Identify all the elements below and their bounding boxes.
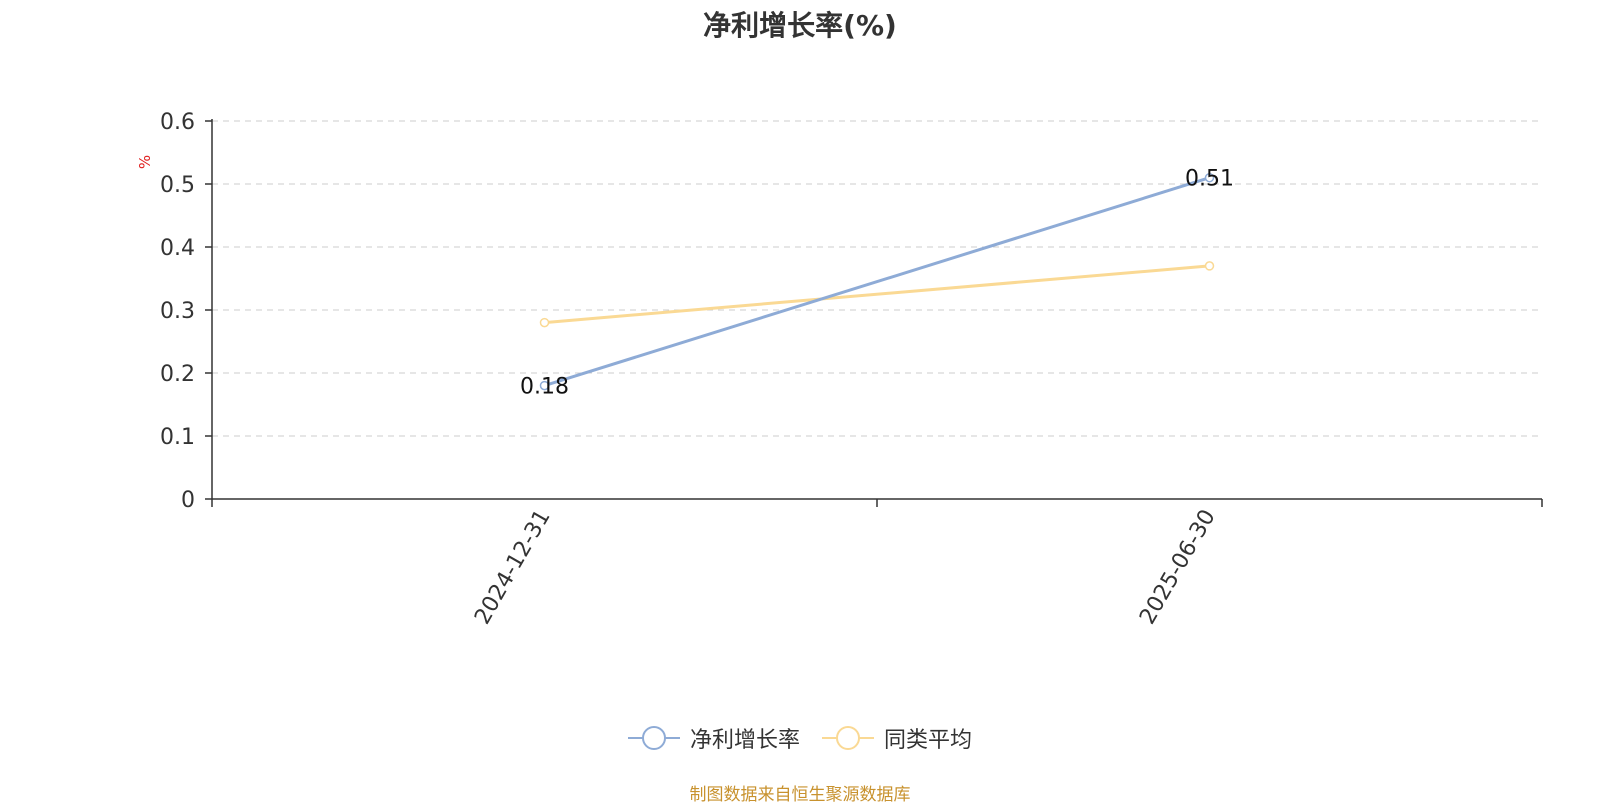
y-tick-label: 0	[181, 488, 195, 513]
data-label: 0.18	[520, 375, 569, 400]
legend: 净利增长率 同类平均	[0, 722, 1600, 754]
legend-label: 同类平均	[884, 728, 973, 753]
y-tick-label: 0.4	[160, 236, 195, 261]
series-line-0	[544, 176, 1210, 388]
data-label: 0.51	[1185, 167, 1234, 192]
x-tick-label: 2024-12-31	[470, 506, 556, 629]
legend-item-series-1[interactable]: 同类平均	[822, 722, 972, 754]
legend-swatch-icon	[627, 726, 680, 750]
x-tick-label: 2025-06-30	[1135, 506, 1221, 629]
data-point	[1204, 261, 1215, 271]
data-point	[539, 317, 550, 328]
y-tick-label: 0.3	[160, 299, 195, 324]
y-tick-label: 0.1	[160, 425, 195, 450]
data-point	[539, 380, 550, 391]
series-line-1	[544, 264, 1210, 325]
y-axis-label: %	[136, 155, 154, 169]
y-tick-label: 0.6	[160, 110, 195, 135]
y-tick-label: 0.5	[160, 173, 195, 198]
legend-item-series-0[interactable]: 净利增长率	[627, 722, 800, 754]
legend-swatch-icon	[822, 726, 874, 750]
chart-title: 净利增长率(%)	[703, 9, 897, 42]
y-tick-label: 0.2	[160, 362, 195, 387]
legend-label: 净利增长率	[689, 728, 800, 753]
source-note: 制图数据来自恒生聚源数据库	[689, 785, 911, 805]
data-point	[1204, 172, 1215, 183]
